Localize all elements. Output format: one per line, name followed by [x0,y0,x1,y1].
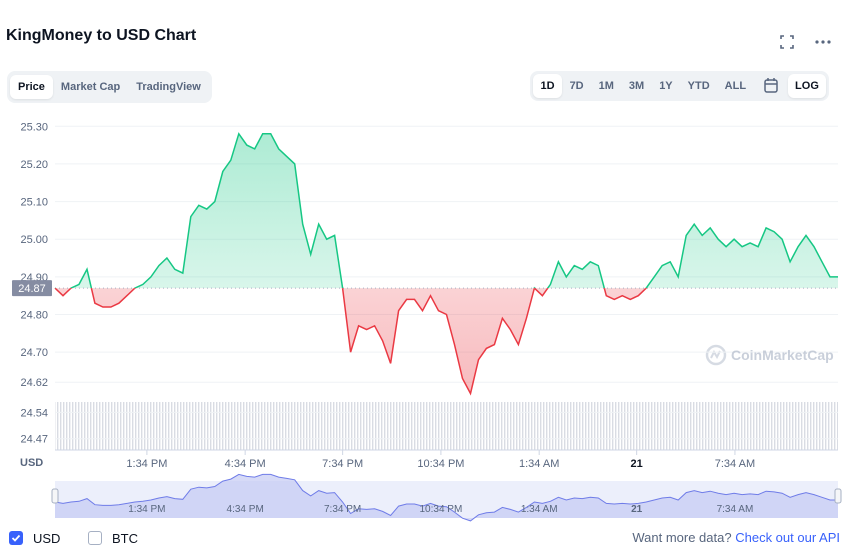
price-line-down [54,288,648,396]
navigator-line [54,473,838,522]
x-tick-label: 1:34 PM [126,458,167,470]
legend-label: USD [33,531,61,546]
price-tag [12,280,52,297]
navigator-tick-label: 4:34 PM [227,504,264,515]
navigator-tick-label: 10:34 PM [420,504,463,515]
btc-checkbox[interactable] [88,531,102,545]
footer-text: Want more data? [632,530,732,545]
x-tick-label: 1:34 AM [519,458,559,470]
navigator-tick-label: 7:34 AM [717,504,754,515]
range-button[interactable]: 1D [533,74,563,98]
navigator-tick-label: 1:34 PM [128,504,165,515]
y-tick-label: 25.00 [20,234,48,246]
y-tick-label: 24.54 [20,407,48,419]
range-button[interactable]: 1Y [659,80,673,92]
chart: 25.3025.2025.1025.0024.9024.8024.7024.62… [12,121,842,522]
api-link[interactable]: Check out our API [735,530,840,545]
x-tick-label: 10:34 PM [417,458,464,470]
navigator-tick-label: 21 [631,504,643,515]
y-tick-label: 24.70 [20,347,48,359]
x-tick-label: 21 [631,458,643,470]
navigator-handle [834,488,842,504]
y-tick-label: 25.30 [20,121,48,133]
y-tick-label: 24.62 [20,377,48,389]
range-button[interactable]: 3M [628,80,645,92]
tab[interactable]: Market Cap [60,81,121,93]
y-tick-label: 25.20 [20,159,48,171]
usd-checkbox[interactable] [9,531,23,545]
tab-group: Price Market Cap TradingView [7,71,212,103]
price-line-up [54,132,838,289]
navigator-tick-label: 7:34 PM [324,504,361,515]
y-tick-label: 24.47 [20,434,48,446]
footer: Want more data? Check out our API [632,530,840,545]
toolbar-icons [780,35,831,49]
navigator-tick-label: 1:34 AM [521,504,558,515]
x-tick-label: 7:34 AM [715,458,755,470]
price-tag-label: 24.87 [18,283,46,295]
more-icon[interactable] [815,40,831,44]
calendar-icon[interactable] [756,75,786,97]
fullscreen-icon[interactable] [780,35,794,49]
tab[interactable]: TradingView [136,81,201,93]
range-button[interactable]: 1M [598,80,614,92]
range-button[interactable]: 7D [569,80,584,92]
y-axis-label: USD [20,457,43,469]
x-tick-label: 7:34 PM [322,458,363,470]
log-button[interactable]: LOG [787,74,827,98]
navigator-area [55,474,838,521]
watermark-text: CoinMarketCap [731,347,834,363]
area-up [55,133,838,289]
compare-label: BTC [112,531,138,546]
y-tick-label: 24.80 [20,309,48,321]
y-tick-label: 25.10 [20,197,48,209]
navigator-handle [51,488,59,504]
watermark [705,344,727,366]
x-tick-label: 4:34 PM [225,458,266,470]
range-group: 1D 7D 1M 3M 1Y YTD ALL LOG [530,71,830,101]
area-down [55,288,647,394]
volume-pattern [55,402,838,450]
range-button[interactable]: YTD [687,80,710,92]
chart-title: KingMoney to USD Chart [6,27,197,44]
range-button[interactable]: ALL [724,80,747,92]
tab[interactable]: Price [10,75,53,99]
